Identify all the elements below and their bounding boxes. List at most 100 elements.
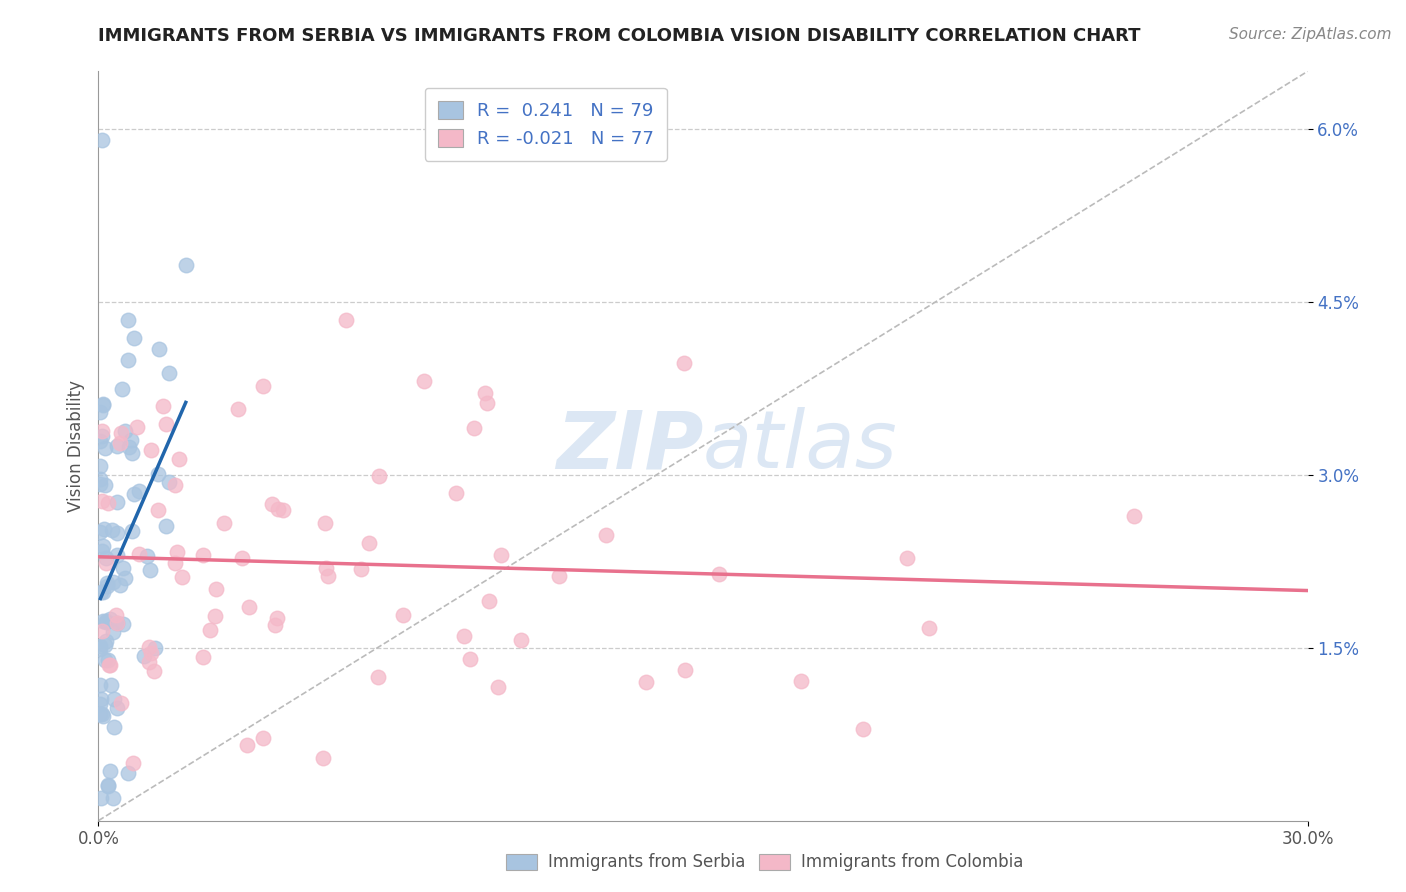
Point xyxy=(117,353,139,368)
Text: Immigrants from Colombia: Immigrants from Colombia xyxy=(801,853,1024,871)
Point xyxy=(141,646,163,660)
Text: ZIP: ZIP xyxy=(555,407,703,485)
Point xyxy=(94,639,117,653)
Point xyxy=(91,397,114,411)
Point xyxy=(392,608,415,623)
Point xyxy=(135,549,157,564)
Point xyxy=(193,548,215,562)
Point xyxy=(155,417,177,431)
Point xyxy=(460,652,482,666)
Point xyxy=(125,420,148,434)
Point xyxy=(94,615,117,629)
Point xyxy=(94,652,117,666)
Point xyxy=(121,524,143,539)
Point xyxy=(103,692,125,706)
Point xyxy=(89,434,111,448)
Point xyxy=(110,425,132,440)
Point xyxy=(105,607,128,622)
Point xyxy=(167,451,190,466)
Point xyxy=(118,440,141,454)
Point xyxy=(790,673,813,688)
Point xyxy=(444,486,467,500)
Legend: R =  0.241   N = 79, R = -0.021   N = 77: R = 0.241 N = 79, R = -0.021 N = 77 xyxy=(425,88,666,161)
Point xyxy=(122,486,145,500)
Point xyxy=(510,633,533,648)
Point xyxy=(91,398,114,412)
Point xyxy=(114,424,136,438)
Point xyxy=(165,477,187,491)
Point xyxy=(97,496,120,510)
Point xyxy=(141,443,163,458)
Point xyxy=(98,657,121,672)
Point xyxy=(122,756,145,770)
Point xyxy=(108,435,131,450)
Point xyxy=(91,614,114,628)
Point xyxy=(105,526,128,541)
Text: Immigrants from Serbia: Immigrants from Serbia xyxy=(548,853,745,871)
Point xyxy=(100,678,122,692)
Point xyxy=(489,548,512,562)
Point xyxy=(105,548,128,562)
Point xyxy=(91,624,114,639)
Point xyxy=(89,477,111,491)
Point xyxy=(89,525,111,540)
Point xyxy=(226,402,249,417)
Point xyxy=(148,342,170,356)
Point xyxy=(155,518,177,533)
Point xyxy=(94,556,117,570)
Point xyxy=(94,633,117,648)
Point xyxy=(148,467,170,482)
Point xyxy=(139,563,162,577)
Point xyxy=(98,764,121,778)
Point xyxy=(90,790,112,805)
Point xyxy=(112,560,135,574)
Point xyxy=(110,696,132,710)
Point xyxy=(335,313,357,327)
Point xyxy=(96,614,118,628)
Point xyxy=(91,133,114,147)
Point xyxy=(90,691,112,706)
Point xyxy=(111,382,134,396)
Point xyxy=(367,670,389,684)
Point xyxy=(107,439,129,453)
Point xyxy=(707,566,730,581)
Point xyxy=(91,539,114,553)
Point xyxy=(105,616,128,631)
Point xyxy=(110,578,132,592)
Point xyxy=(316,569,339,583)
Point xyxy=(231,550,253,565)
Point xyxy=(124,331,146,345)
Point xyxy=(486,680,509,694)
Text: IMMIGRANTS FROM SERBIA VS IMMIGRANTS FROM COLOMBIA VISION DISABILITY CORRELATION: IMMIGRANTS FROM SERBIA VS IMMIGRANTS FRO… xyxy=(98,27,1140,45)
Point xyxy=(89,642,111,657)
Point xyxy=(166,544,188,558)
Point xyxy=(94,478,117,492)
Point xyxy=(852,723,875,737)
Point xyxy=(595,528,617,542)
Point xyxy=(152,399,174,413)
Point xyxy=(157,366,180,380)
Point xyxy=(117,766,139,780)
Point xyxy=(89,697,111,711)
Point xyxy=(112,616,135,631)
Point xyxy=(91,424,114,438)
Point xyxy=(103,575,125,590)
Point xyxy=(89,405,111,419)
Point xyxy=(94,441,117,455)
Point xyxy=(105,700,128,714)
Point xyxy=(350,562,373,576)
Point xyxy=(91,584,114,599)
Point xyxy=(413,374,436,388)
Point xyxy=(90,585,112,599)
Point xyxy=(128,483,150,498)
Point xyxy=(918,621,941,635)
Point xyxy=(252,378,274,392)
Point xyxy=(174,258,197,272)
Point xyxy=(97,778,120,792)
Point xyxy=(212,516,235,530)
Point xyxy=(97,653,120,667)
Point xyxy=(114,571,136,585)
Point xyxy=(96,576,118,591)
Point xyxy=(157,475,180,490)
Point xyxy=(138,655,160,669)
